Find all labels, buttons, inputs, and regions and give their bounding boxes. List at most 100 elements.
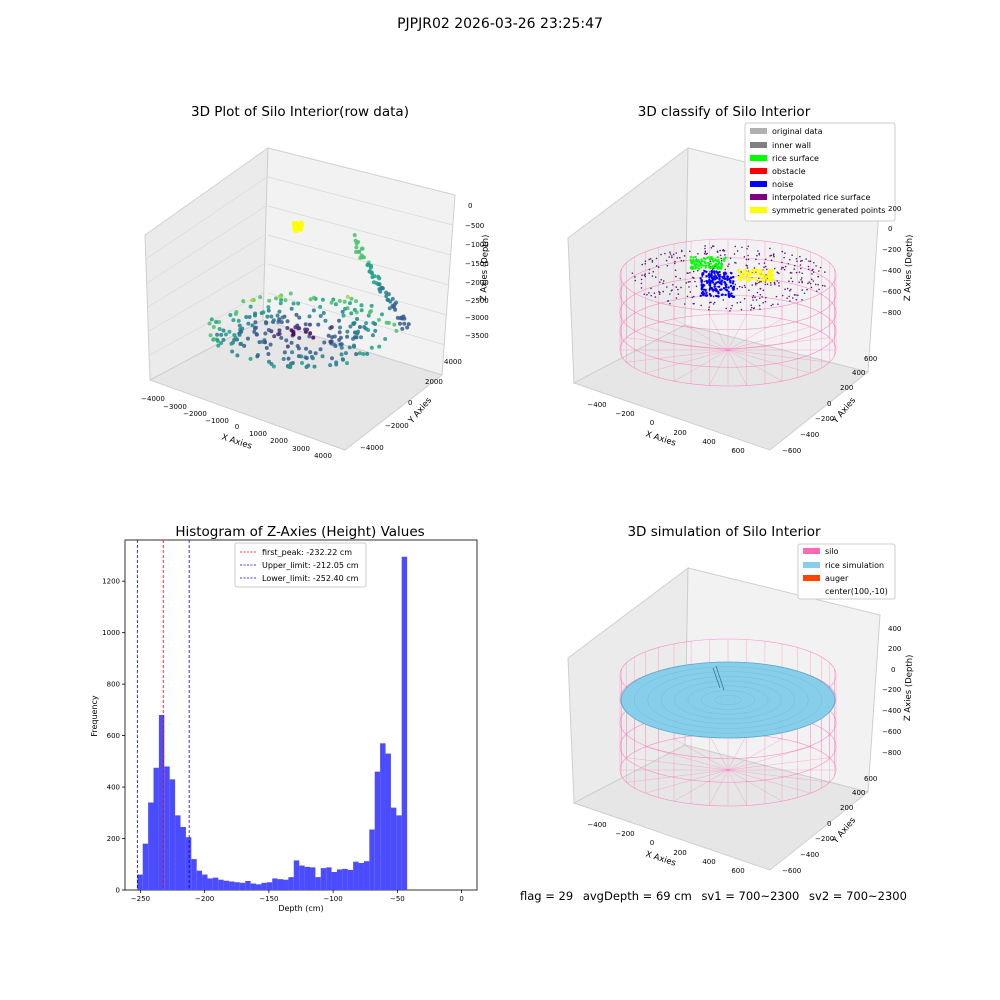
classify-interp-point: [823, 271, 826, 273]
raw-point: [277, 317, 282, 322]
classify-interp-point: [735, 262, 737, 264]
classify-interp-point: [668, 256, 670, 258]
classify-interp-point: [651, 275, 654, 277]
raw-point: [214, 320, 219, 325]
classify-interp-point: [746, 267, 749, 269]
hist-bar: [239, 882, 246, 890]
sim-rice-mesh: [714, 695, 742, 705]
classify-symmetric-point: [758, 273, 761, 276]
raw-highlight-point: [298, 227, 304, 232]
classify-symmetric-point: [763, 273, 766, 276]
raw-point: [286, 356, 291, 361]
raw-point: [285, 344, 290, 349]
classify-zlabel: Z Axies (Depth): [903, 234, 915, 301]
classify-rice-point: [708, 258, 712, 261]
classify-interp-point: [648, 292, 650, 294]
classify-noise-point: [724, 293, 727, 297]
raw-point: [328, 339, 333, 344]
classify-symmetric-point: [749, 273, 752, 276]
classify-rice-point: [694, 255, 697, 259]
hist-bar: [358, 862, 364, 890]
classify-interp-point: [741, 246, 743, 249]
raw-point: [356, 249, 361, 254]
classify-interp-point: [773, 255, 775, 258]
raw-point: [397, 321, 402, 326]
classify-noise-point: [700, 279, 703, 282]
classify-rice-point: [712, 260, 715, 263]
classify-interp-point: [644, 262, 647, 265]
legend-label: rice simulation: [825, 561, 884, 570]
classify-noise-point: [732, 288, 735, 291]
hist-bar: [363, 861, 370, 890]
classify-rice-point: [694, 258, 698, 262]
hist-bar: [234, 882, 240, 890]
classify-interp-point: [754, 282, 757, 284]
classify-rice-point: [697, 261, 700, 264]
sim-xtick: −200: [615, 830, 634, 838]
raw-grid-line: [147, 234, 266, 308]
raw-xtick: −3000: [163, 403, 187, 411]
hist-ytick-label: 0: [116, 887, 120, 895]
hist-bar: [169, 779, 176, 890]
classify-interp-point: [689, 280, 691, 283]
raw-point: [277, 309, 282, 314]
raw-point: [402, 321, 407, 326]
classify-interp-point: [676, 257, 679, 259]
classify-noise-point: [727, 294, 731, 298]
raw-grid-line: [267, 205, 452, 256]
raw-point: [304, 364, 309, 369]
classify-scatter: [619, 238, 837, 387]
classify-interp-point: [763, 266, 765, 268]
panel-simulation: 3D simulation of Silo Interior silo rice…: [567, 524, 915, 875]
raw-point: [330, 356, 335, 361]
classify-symmetric-point: [755, 268, 758, 271]
classify-interp-point: [631, 272, 634, 274]
classify-interp-point: [801, 289, 804, 291]
raw-point: [227, 329, 232, 334]
raw-point: [318, 347, 323, 352]
classify-interp-point: [812, 280, 815, 282]
hist-bar: [347, 869, 354, 890]
classify-noise-point: [702, 293, 705, 297]
legend-swatch: [750, 194, 767, 200]
status-avg-depth: avgDepth = 69 cm: [582, 889, 692, 903]
classify-noise-point: [724, 288, 727, 291]
classify-interp-point: [807, 282, 809, 285]
raw-point: [279, 335, 284, 340]
classify-interp-point: [793, 268, 795, 270]
classify-symmetric-point: [745, 273, 748, 276]
classify-xtick: 400: [702, 438, 715, 446]
classify-interp-point: [739, 301, 742, 303]
classify-noise-point: [722, 271, 726, 275]
raw-point: [304, 346, 309, 351]
raw-point: [343, 351, 348, 356]
raw-scatter: [207, 220, 411, 369]
raw-point: [219, 341, 224, 346]
raw-highlight-point: [295, 227, 300, 232]
classify-rice-point: [708, 262, 711, 265]
raw-point: [395, 315, 400, 320]
classify-interp-point: [812, 261, 815, 264]
classify-interp-point: [798, 271, 801, 273]
classify-xtick: −400: [587, 401, 606, 409]
classify-interp-point: [665, 259, 668, 262]
classify-legend: original data inner wall rice surface ob…: [744, 122, 896, 222]
classify-interp-point: [750, 304, 753, 307]
raw-point: [369, 345, 374, 350]
classify-interp-point: [770, 284, 772, 286]
hist-bar: [315, 877, 321, 890]
raw-point: [359, 335, 364, 340]
raw-point: [248, 304, 253, 309]
raw-point: [369, 270, 374, 275]
classify-noise-point: [723, 280, 726, 284]
sim-legend: silo rice simulation auger center(100,-1…: [797, 543, 896, 600]
classify-symmetric-point: [767, 276, 770, 279]
classify-interp-point: [775, 295, 778, 298]
hist-bar: [288, 877, 294, 890]
raw-point: [338, 325, 343, 330]
classify-interp-point: [677, 288, 679, 291]
sim-xticks: −400 −200 0 200 400 600: [587, 821, 744, 875]
classify-noise-point: [724, 272, 728, 275]
classify-interp-point: [765, 296, 767, 299]
classify-rice-point: [719, 267, 723, 270]
